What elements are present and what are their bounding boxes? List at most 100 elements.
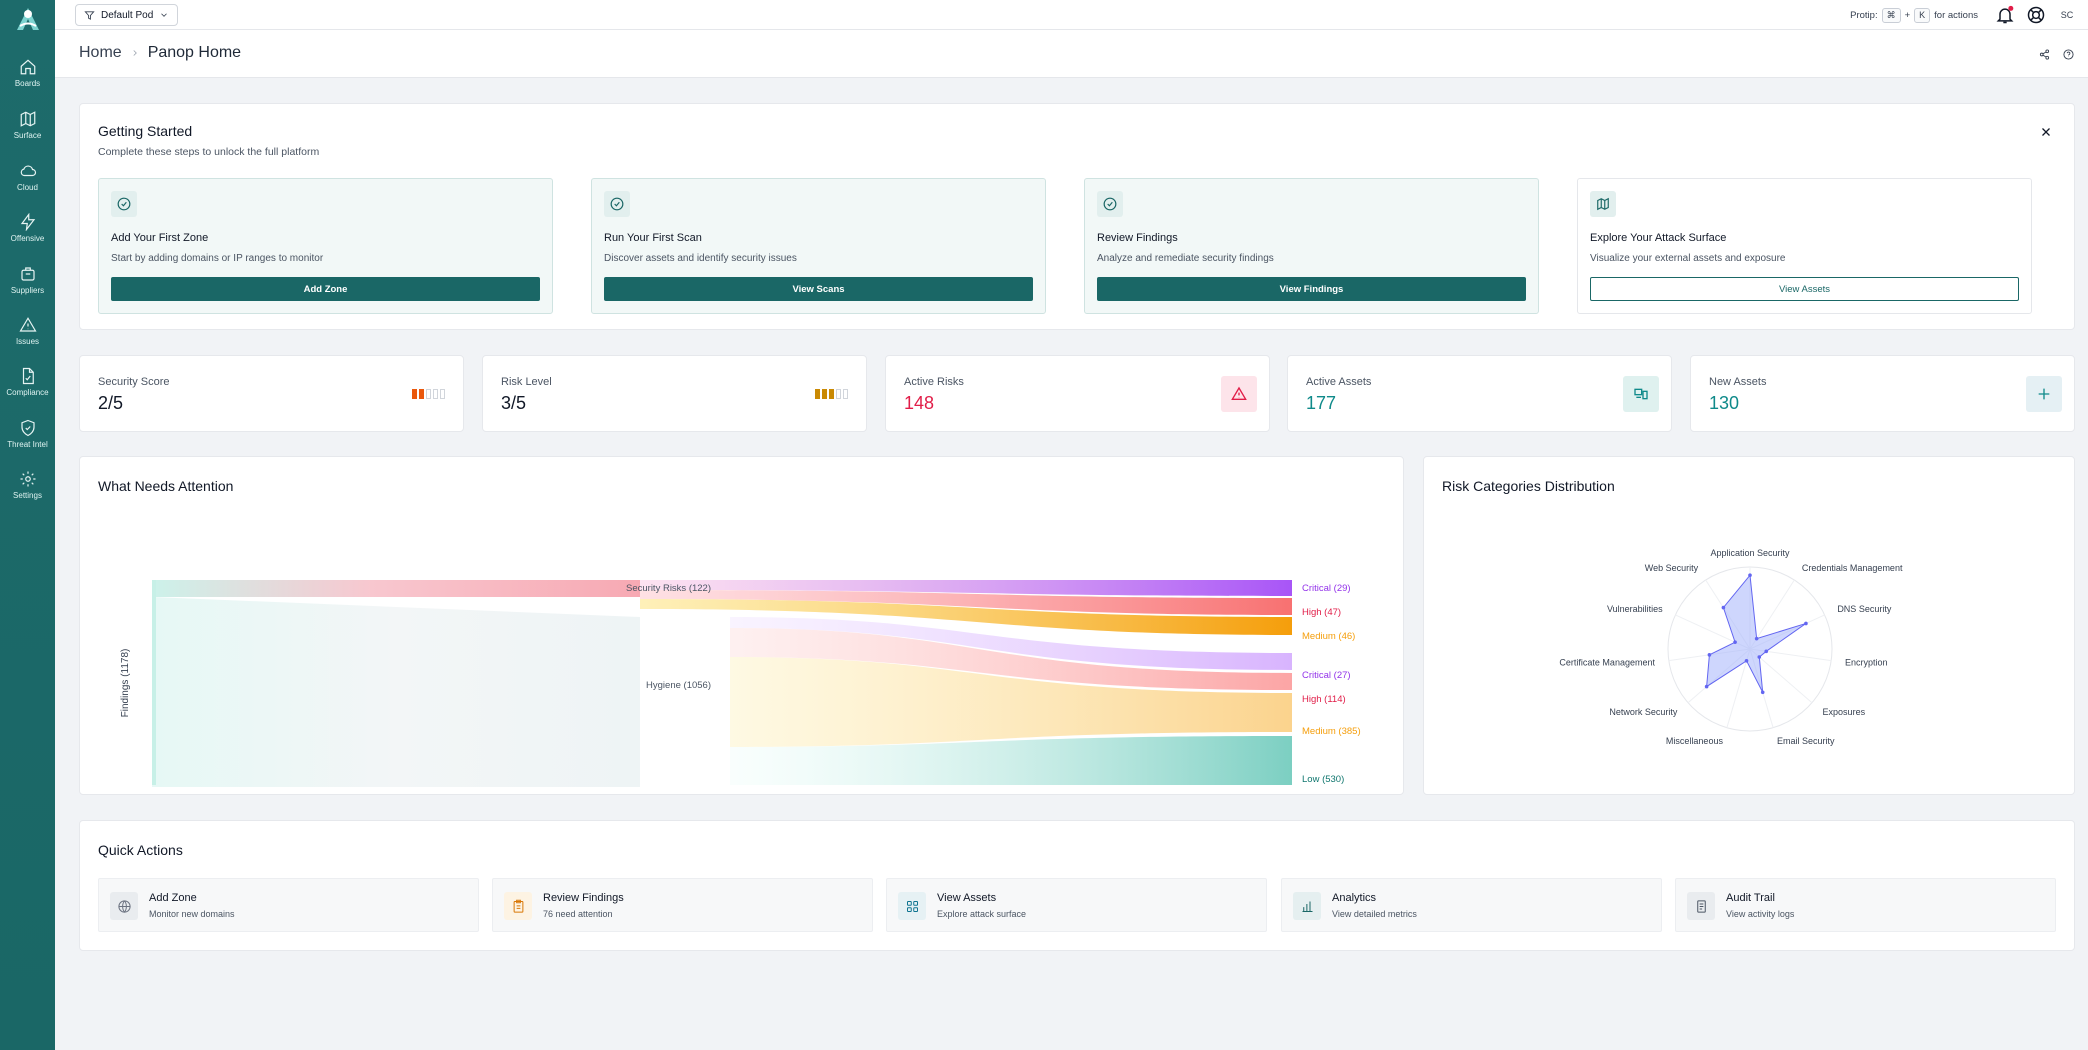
output-label: Medium (46): [1302, 631, 1355, 642]
chevron-right-icon: [133, 50, 137, 56]
bar-chart-icon: [1293, 892, 1321, 920]
attention-panel: What Needs Attention Findings (1178): [79, 456, 1404, 795]
sidebar-item-settings[interactable]: Settings: [0, 470, 55, 516]
radar-label: Web Security: [1645, 563, 1699, 573]
home-icon: [20, 59, 35, 75]
radar-point: [1764, 649, 1769, 654]
sidebar-item-threat-intel[interactable]: Threat Intel: [0, 419, 55, 465]
stat-value: 130: [1709, 393, 1740, 413]
support-button[interactable]: [2026, 5, 2046, 25]
check-circle-icon: [111, 191, 137, 217]
avatar[interactable]: SC: [2060, 10, 2074, 20]
output-label: Medium (385): [1302, 726, 1361, 737]
app-logo[interactable]: [12, 6, 44, 34]
sidebar-item-issues[interactable]: Issues: [0, 316, 55, 362]
grid-icon: [898, 892, 926, 920]
quick-action-subtitle: View detailed metrics: [1332, 909, 1417, 919]
cloud-icon: [20, 165, 36, 177]
help-button[interactable]: [2063, 49, 2074, 60]
quick-action-audit-trail[interactable]: Audit Trail View activity logs: [1675, 878, 2056, 932]
quick-action-title: Add Zone: [149, 892, 197, 904]
sidebar-item-boards[interactable]: Boards: [0, 58, 55, 104]
radar-point: [1804, 621, 1808, 626]
sidebar-item-offensive[interactable]: Offensive: [0, 213, 55, 259]
output-label: Low (530): [1302, 774, 1344, 785]
quick-action-add-zone[interactable]: Add Zone Monitor new domains: [98, 878, 479, 932]
stat-value: 177: [1306, 393, 1337, 413]
risk-title: Risk Categories Distribution: [1442, 478, 1615, 494]
warning-icon: [18, 317, 37, 332]
group-label: Hygiene (1056): [646, 680, 711, 691]
radar-point: [1704, 684, 1709, 689]
quick-action-subtitle: Explore attack surface: [937, 909, 1027, 919]
sidebar-item-suppliers[interactable]: Suppliers: [0, 265, 55, 311]
getting-started-title: Getting Started: [98, 123, 193, 139]
radar-label: DNS Security: [1837, 604, 1892, 614]
quick-action-title: Audit Trail: [1726, 892, 1775, 904]
sidebar-item-label: Offensive: [10, 234, 45, 243]
stat-label: New Assets: [1709, 376, 1767, 388]
quick-action-title: View Assets: [937, 892, 997, 904]
share-button[interactable]: [2039, 49, 2050, 60]
document-icon: [22, 367, 34, 385]
radar-point: [1748, 573, 1752, 577]
sidebar-item-surface[interactable]: Surface: [0, 110, 55, 156]
quick-action-analytics[interactable]: Analytics View detailed metrics: [1281, 878, 1662, 932]
filter-icon: [84, 10, 95, 20]
globe-icon: [110, 892, 138, 920]
stat-value: 2/5: [98, 393, 124, 413]
quick-action-subtitle: 76 need attention: [543, 909, 613, 919]
view-assets-button[interactable]: View Assets: [1590, 277, 2019, 301]
pod-selector[interactable]: Default Pod: [75, 4, 179, 26]
quick-action-subtitle: View activity logs: [1726, 909, 1795, 919]
getting-started-panel: Getting Started Complete these steps to …: [79, 103, 2075, 330]
sidebar-item-label: Surface: [13, 131, 42, 140]
radar-label: Credentials Management: [1802, 563, 1903, 573]
radar-point: [1707, 653, 1712, 657]
stat-value: 3/5: [501, 393, 527, 413]
notifications-button[interactable]: [1995, 5, 2015, 25]
map-icon: [20, 111, 35, 127]
quick-actions-panel: Quick Actions Add Zone Monitor new domai…: [79, 820, 2075, 951]
chevron-down-icon: [161, 13, 168, 17]
gear-icon: [20, 471, 35, 487]
radar-point: [1757, 655, 1762, 659]
output-label: Critical (27): [1302, 670, 1351, 681]
sidebar-item-compliance[interactable]: Compliance: [0, 367, 55, 413]
output-label: High (47): [1302, 607, 1341, 618]
quick-action-review-findings[interactable]: Review Findings 76 need attention: [492, 878, 873, 932]
radar-point: [1721, 605, 1726, 610]
top-bar: Default Pod Protip: ⌘ + K for actions SC: [55, 0, 2088, 30]
stat-label: Active Risks: [904, 376, 964, 388]
view-findings-button[interactable]: View Findings: [1097, 277, 1526, 301]
radar-chart: Application Security Credentials Manageme…: [1559, 548, 1903, 746]
clipboard-icon: [504, 892, 532, 920]
quick-action-view-assets[interactable]: View Assets Explore attack surface: [886, 878, 1267, 932]
check-circle-icon: [604, 191, 630, 217]
lightning-icon: [20, 213, 35, 231]
radar-label: Network Security: [1609, 707, 1678, 717]
lifebuoy-icon: [2027, 6, 2045, 24]
map-icon: [1590, 191, 1616, 217]
share-icon: [2039, 49, 2050, 60]
step-description: Discover assets and identify security is…: [604, 253, 797, 264]
stat-label: Risk Level: [501, 376, 552, 388]
close-button[interactable]: [2040, 126, 2052, 138]
step-description: Visualize your external assets and expos…: [1590, 253, 1786, 264]
radar-label: Certificate Management: [1559, 658, 1655, 668]
radar-point: [1760, 690, 1765, 695]
briefcase-icon: [20, 267, 35, 281]
sidebar-item-label: Issues: [15, 337, 40, 346]
sidebar-item-cloud[interactable]: Cloud: [0, 162, 55, 208]
add-zone-button[interactable]: Add Zone: [111, 277, 540, 301]
stat-active-assets: Active Assets 177: [1287, 355, 1672, 432]
shield-icon: [20, 419, 35, 437]
quick-actions-title: Quick Actions: [98, 842, 183, 858]
stat-security-score: Security Score 2/5: [79, 355, 464, 432]
breadcrumb-home[interactable]: Home: [79, 44, 122, 61]
view-scans-button[interactable]: View Scans: [604, 277, 1033, 301]
protip-prefix: Protip:: [1850, 10, 1878, 21]
radar-label: Vulnerabilities: [1607, 604, 1663, 614]
step-run-scan: Run Your First Scan Discover assets and …: [591, 178, 1046, 314]
devices-icon: [1623, 376, 1659, 412]
